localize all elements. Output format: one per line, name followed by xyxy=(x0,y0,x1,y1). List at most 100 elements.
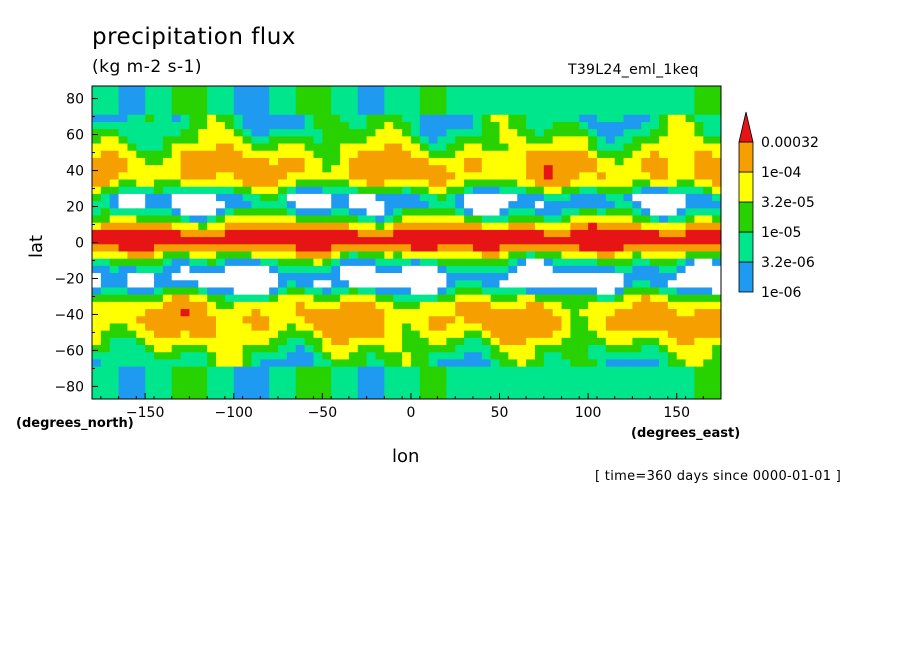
field-cell xyxy=(694,100,704,108)
field-cell xyxy=(216,258,226,267)
field-cell xyxy=(703,280,713,288)
field-cell xyxy=(118,121,128,130)
field-cell xyxy=(384,208,394,216)
field-cell xyxy=(375,251,385,260)
field-cell xyxy=(455,93,465,101)
field-cell xyxy=(331,229,341,238)
field-cell xyxy=(455,309,465,317)
field-cell xyxy=(596,201,607,209)
field-cell xyxy=(658,330,669,339)
field-cell xyxy=(614,93,624,101)
field-cell xyxy=(552,193,562,202)
field-cell xyxy=(499,165,509,173)
field-cell xyxy=(278,193,288,202)
field-cell xyxy=(251,381,261,389)
field-cell xyxy=(526,100,536,108)
field-cell xyxy=(570,258,580,267)
field-cell xyxy=(614,388,624,396)
field-cell xyxy=(543,93,554,101)
field-cell xyxy=(419,165,430,173)
field-cell xyxy=(685,373,695,382)
field-cell xyxy=(499,323,509,332)
field-cell xyxy=(366,294,376,303)
field-cell xyxy=(109,345,119,353)
field-cell xyxy=(260,150,270,159)
field-cell xyxy=(366,179,376,188)
field-cell xyxy=(402,150,412,159)
field-cell xyxy=(499,359,509,368)
field-cell xyxy=(481,157,492,166)
field-cell xyxy=(446,107,456,116)
field-cell xyxy=(508,237,518,245)
field-cell xyxy=(136,93,146,101)
field-cell xyxy=(118,352,128,360)
field-cell xyxy=(313,352,323,360)
field-cell xyxy=(189,136,199,144)
field-cell xyxy=(685,86,695,94)
field-cell xyxy=(446,237,456,245)
field-cell xyxy=(623,107,633,116)
field-cell xyxy=(685,309,695,317)
field-cell xyxy=(340,373,350,382)
field-cell xyxy=(534,229,545,238)
field-cell xyxy=(534,165,545,173)
field-cell xyxy=(650,244,660,252)
field-cell xyxy=(92,208,102,216)
field-cell xyxy=(667,280,678,288)
field-cell xyxy=(526,359,536,368)
field-cell xyxy=(667,366,678,375)
field-cell xyxy=(109,121,119,130)
field-cell xyxy=(286,258,297,267)
field-cell xyxy=(552,287,562,296)
field-cell xyxy=(375,107,385,116)
field-cell xyxy=(508,193,518,202)
field-cell xyxy=(490,114,500,123)
field-cell xyxy=(92,143,102,152)
field-cell xyxy=(658,100,669,108)
field-cell xyxy=(331,143,341,152)
field-cell xyxy=(428,323,438,332)
field-cell xyxy=(313,193,323,202)
field-cell xyxy=(162,359,173,368)
field-cell xyxy=(588,100,598,108)
field-cell xyxy=(304,287,314,296)
field-cell xyxy=(180,287,190,296)
field-cell xyxy=(658,337,669,346)
field-cell xyxy=(667,273,678,281)
field-cell xyxy=(561,373,571,382)
field-cell xyxy=(154,100,164,108)
field-cell xyxy=(278,114,288,123)
field-cell xyxy=(596,86,607,94)
field-cell xyxy=(410,280,421,288)
field-cell xyxy=(100,273,111,281)
field-cell xyxy=(357,381,368,389)
field-cell xyxy=(605,179,616,188)
field-cell xyxy=(233,373,244,382)
field-cell xyxy=(216,172,226,180)
field-cell xyxy=(366,165,376,173)
field-cell xyxy=(242,280,252,288)
field-cell xyxy=(118,265,128,274)
field-cell xyxy=(269,352,279,360)
field-cell xyxy=(189,258,199,267)
field-cell xyxy=(162,381,173,389)
field-cell xyxy=(658,381,669,389)
field-cell xyxy=(278,294,288,303)
field-cell xyxy=(251,395,261,399)
field-cell xyxy=(162,251,173,260)
field-cell xyxy=(348,179,359,188)
field-cell xyxy=(667,323,678,332)
field-cell xyxy=(712,294,721,303)
field-cell xyxy=(428,381,438,389)
field-cell xyxy=(481,287,492,296)
field-cell xyxy=(437,215,447,224)
field-cell xyxy=(92,301,102,310)
field-cell xyxy=(189,93,199,101)
field-cell xyxy=(322,273,332,281)
field-cell xyxy=(216,395,226,399)
field-cell xyxy=(534,301,545,310)
field-cell xyxy=(393,150,403,159)
field-cell xyxy=(331,100,341,108)
field-cell xyxy=(224,395,235,399)
field-cell xyxy=(189,373,199,382)
